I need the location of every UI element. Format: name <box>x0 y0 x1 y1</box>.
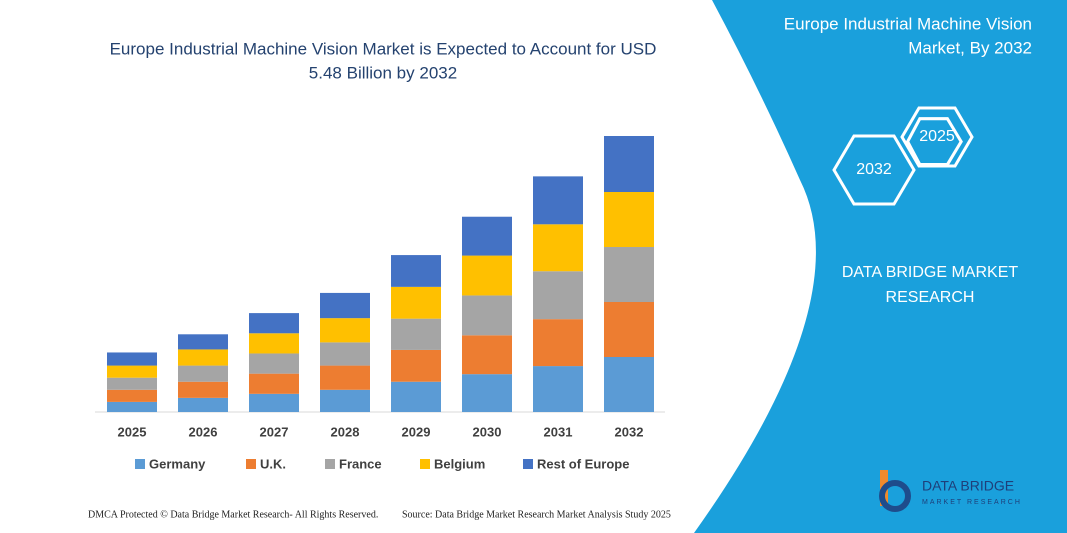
chart-title: 5.48 Billion by 2032 <box>309 63 457 82</box>
bar-segment <box>320 389 370 412</box>
hexagon-label: 2025 <box>919 128 955 145</box>
bar-segment <box>604 357 654 412</box>
bar-segment <box>178 397 228 412</box>
bar-segment <box>391 381 441 412</box>
logo-text: DATA BRIDGE <box>922 478 1014 494</box>
bar-segment <box>533 319 583 367</box>
bar-segment <box>604 247 654 303</box>
bar-segment <box>107 389 157 402</box>
bar-segment <box>178 381 228 398</box>
legend-label: U.K. <box>260 456 286 471</box>
bar-segment <box>249 313 299 334</box>
side-panel <box>694 0 1067 533</box>
bar-segment <box>249 353 299 374</box>
panel-title: Europe Industrial Machine Vision <box>784 14 1032 33</box>
bar-segment <box>107 352 157 366</box>
logo-text: MARKET RESEARCH <box>922 499 1022 506</box>
bar-segment <box>249 393 299 412</box>
legend-swatch <box>325 459 335 469</box>
x-tick-label: 2031 <box>544 424 573 439</box>
bar-segment <box>533 271 583 320</box>
hexagon <box>900 106 974 168</box>
bar-segment <box>533 224 583 272</box>
bar-segment <box>391 255 441 287</box>
bar-segment <box>391 349 441 382</box>
bar-segment <box>320 365 370 390</box>
bar-segment <box>604 192 654 248</box>
bar-segment <box>462 374 512 412</box>
footer-text: DMCA Protected © Data Bridge Market Rese… <box>88 509 378 520</box>
bar-segment <box>320 342 370 366</box>
legend-swatch <box>523 459 533 469</box>
legend-label: Germany <box>149 456 206 471</box>
bar-segment <box>462 255 512 296</box>
legend-label: Belgium <box>434 456 485 471</box>
bar-segment <box>249 373 299 394</box>
brand-text: RESEARCH <box>886 289 975 306</box>
bar-segment <box>178 365 228 382</box>
bar-segment <box>107 377 157 390</box>
hexagon-label: 2032 <box>856 161 892 178</box>
bar-segment <box>462 295 512 336</box>
bar-segment <box>462 335 512 375</box>
bar-segment <box>533 176 583 225</box>
footer-text: Source: Data Bridge Market Research Mark… <box>402 509 671 520</box>
bar-segment <box>391 318 441 350</box>
bar-segment <box>320 318 370 343</box>
hexagon <box>832 134 916 206</box>
legend-swatch <box>420 459 430 469</box>
logo-icon <box>879 480 911 512</box>
legend-swatch <box>135 459 145 469</box>
bar-segment <box>462 216 512 256</box>
bar-segment <box>249 333 299 354</box>
bar-segment <box>178 349 228 366</box>
bar-segment <box>533 366 583 412</box>
brand-text: DATA BRIDGE MARKET <box>842 264 1019 281</box>
bar-segment <box>604 136 654 193</box>
bar-segment <box>391 286 441 319</box>
chart-title: Europe Industrial Machine Vision Market … <box>110 39 657 58</box>
x-tick-label: 2032 <box>615 424 644 439</box>
bar-segment <box>178 334 228 350</box>
x-tick-label: 2026 <box>189 424 218 439</box>
legend-swatch <box>246 459 256 469</box>
bar-segment <box>320 292 370 319</box>
bar-segment <box>107 401 157 412</box>
bar-segment <box>604 302 654 358</box>
bar-segment <box>107 365 157 378</box>
legend-label: France <box>339 456 382 471</box>
x-tick-label: 2029 <box>402 424 431 439</box>
panel-title: Market, By 2032 <box>908 38 1032 57</box>
x-tick-label: 2030 <box>473 424 502 439</box>
x-tick-label: 2027 <box>260 424 289 439</box>
legend-label: Rest of Europe <box>537 456 629 471</box>
x-tick-label: 2028 <box>331 424 360 439</box>
x-tick-label: 2025 <box>118 424 147 439</box>
